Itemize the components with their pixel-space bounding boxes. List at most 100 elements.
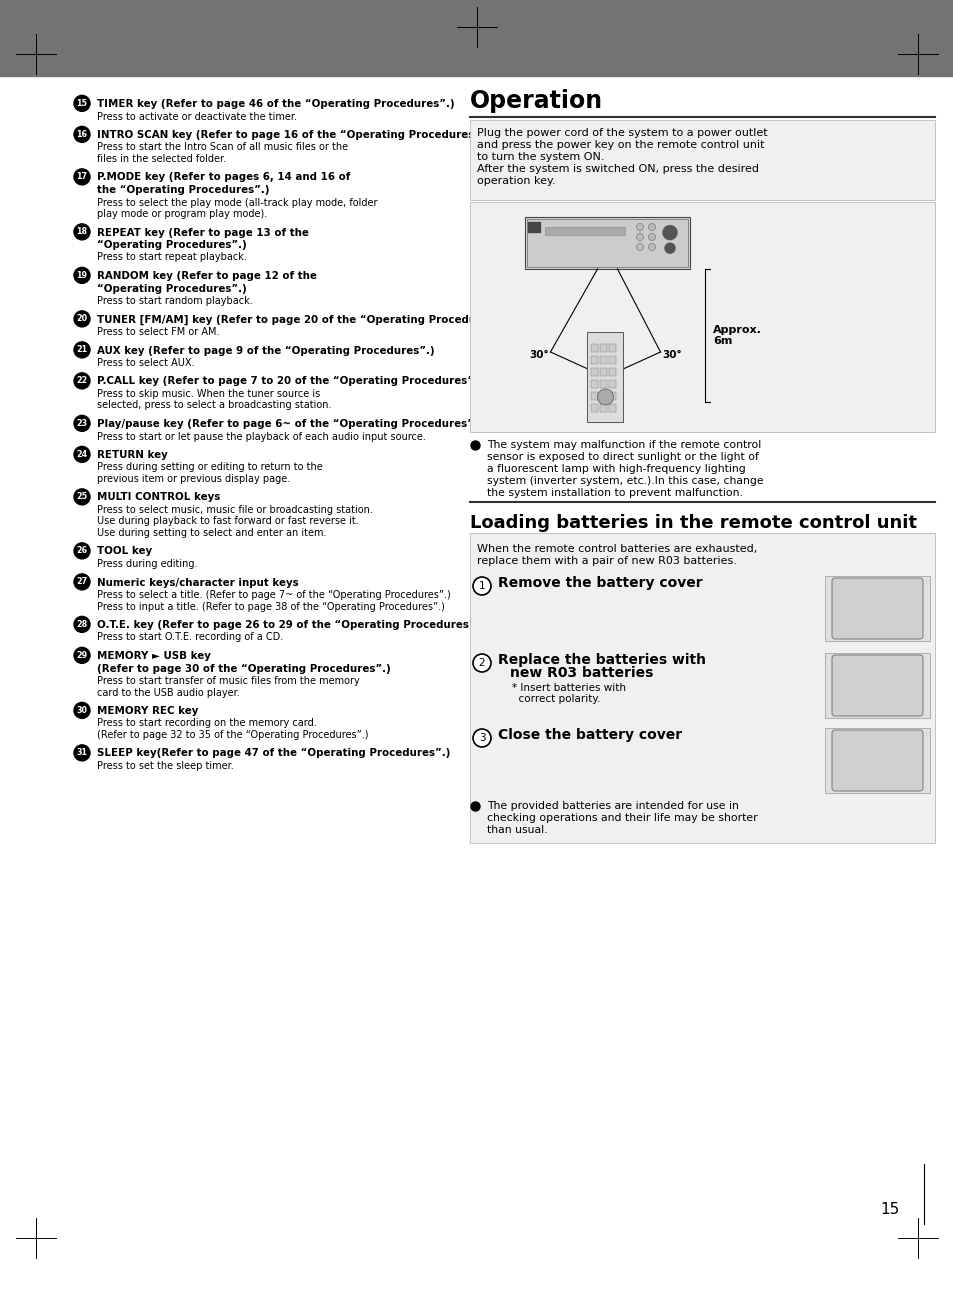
Text: Press to start O.T.E. recording of a CD.: Press to start O.T.E. recording of a CD. [97, 633, 283, 643]
Bar [591, 367, 598, 377]
Text: 2: 2 [478, 659, 485, 668]
Bar [591, 404, 598, 411]
Circle shape [74, 342, 90, 358]
Text: 3: 3 [478, 732, 485, 743]
Bar [599, 392, 607, 400]
Text: Plug the power cord of the system to a power outlet: Plug the power cord of the system to a p… [476, 128, 767, 138]
Text: Play/pause key (Refer to page 6~ of the “Operating Procedures”.): Play/pause key (Refer to page 6~ of the … [97, 419, 482, 430]
Circle shape [74, 373, 90, 389]
Text: Remove the battery cover: Remove the battery cover [497, 576, 702, 590]
Text: P.MODE key (Refer to pages 6, 14 and 16 of: P.MODE key (Refer to pages 6, 14 and 16 … [97, 172, 350, 182]
Text: MEMORY ► USB key: MEMORY ► USB key [97, 651, 211, 661]
Text: sensor is exposed to direct sunlight or the light of: sensor is exposed to direct sunlight or … [486, 452, 758, 462]
Text: P.CALL key (Refer to page 7 to 20 of the “Operating Procedures”.): P.CALL key (Refer to page 7 to 20 of the… [97, 377, 482, 387]
Circle shape [74, 415, 90, 431]
Text: Press to input a title. (Refer to page 38 of the “Operating Procedures”.): Press to input a title. (Refer to page 3… [97, 602, 444, 612]
Text: REPEAT key (Refer to page 13 of the: REPEAT key (Refer to page 13 of the [97, 228, 309, 238]
Bar [609, 404, 616, 411]
Bar [824, 653, 929, 718]
Text: 28: 28 [76, 620, 88, 629]
Text: to turn the system ON.: to turn the system ON. [476, 151, 604, 162]
Circle shape [636, 243, 643, 251]
Text: Press to start repeat playback.: Press to start repeat playback. [97, 252, 247, 263]
Circle shape [648, 224, 655, 230]
Bar [609, 344, 616, 352]
Circle shape [648, 233, 655, 241]
Text: Numeric keys/character input keys: Numeric keys/character input keys [97, 577, 298, 587]
Text: operation key.: operation key. [476, 176, 555, 186]
Text: Press to select the play mode (all-track play mode, folder: Press to select the play mode (all-track… [97, 198, 377, 207]
Text: system (inverter system, etc.).In this case, change: system (inverter system, etc.).In this c… [486, 476, 762, 487]
Text: TOOL key: TOOL key [97, 546, 152, 556]
Text: * Insert batteries with: * Insert batteries with [512, 683, 625, 694]
Text: Press to start or let pause the playback of each audio input source.: Press to start or let pause the playback… [97, 431, 425, 441]
Text: O.T.E. key (Refer to page 26 to 29 of the “Operating Procedures”.): O.T.E. key (Refer to page 26 to 29 of th… [97, 620, 484, 630]
Text: INTRO SCAN key (Refer to page 16 of the “Operating Procedures”.): INTRO SCAN key (Refer to page 16 of the … [97, 129, 489, 140]
Text: Close the battery cover: Close the battery cover [497, 729, 681, 741]
Text: RANDOM key (Refer to page 12 of the: RANDOM key (Refer to page 12 of the [97, 270, 316, 281]
Circle shape [74, 489, 90, 505]
Text: Operation: Operation [470, 89, 602, 113]
Circle shape [473, 577, 491, 595]
Text: Press to select AUX.: Press to select AUX. [97, 358, 194, 367]
Bar [599, 404, 607, 411]
Text: Press during editing.: Press during editing. [97, 559, 197, 569]
Bar [544, 226, 624, 236]
Text: 30°: 30° [661, 349, 681, 360]
Bar [0, 0, 953, 76]
Bar [591, 380, 598, 388]
Text: Press to select music, music file or broadcasting station.: Press to select music, music file or bro… [97, 505, 373, 515]
Bar [591, 392, 598, 400]
Bar [599, 344, 607, 352]
Text: Press to start transfer of music files from the memory: Press to start transfer of music files f… [97, 675, 359, 686]
Text: previous item or previous display page.: previous item or previous display page. [97, 474, 290, 484]
Circle shape [473, 729, 491, 747]
Bar [470, 120, 934, 201]
Text: Replace the batteries with: Replace the batteries with [497, 653, 705, 666]
Text: RETURN key: RETURN key [97, 450, 168, 459]
Text: 16: 16 [76, 129, 88, 138]
Text: Press to skip music. When the tuner source is: Press to skip music. When the tuner sour… [97, 389, 320, 399]
Circle shape [74, 703, 90, 718]
Text: play mode or program play mode).: play mode or program play mode). [97, 210, 267, 219]
Bar [591, 356, 598, 364]
Text: 18: 18 [76, 228, 88, 237]
Circle shape [471, 802, 479, 811]
Text: 15: 15 [76, 98, 88, 107]
Circle shape [471, 441, 479, 450]
Text: 30°: 30° [528, 349, 548, 360]
Text: 17: 17 [76, 172, 88, 181]
Circle shape [74, 543, 90, 559]
Text: and press the power key on the remote control unit: and press the power key on the remote co… [476, 140, 763, 150]
Circle shape [636, 233, 643, 241]
Text: TIMER key (Refer to page 46 of the “Operating Procedures”.): TIMER key (Refer to page 46 of the “Oper… [97, 100, 455, 109]
Bar [609, 356, 616, 364]
Text: Press to activate or deactivate the timer.: Press to activate or deactivate the time… [97, 111, 296, 122]
Text: Approx.
6m: Approx. 6m [712, 325, 761, 347]
Circle shape [662, 225, 677, 239]
Circle shape [597, 389, 613, 405]
Text: 29: 29 [76, 651, 88, 660]
Circle shape [74, 573, 90, 590]
Circle shape [473, 653, 491, 672]
Bar [470, 202, 934, 432]
Text: TUNER [FM/AM] key (Refer to page 20 of the “Operating Procedures”.): TUNER [FM/AM] key (Refer to page 20 of t… [97, 314, 509, 325]
Circle shape [648, 243, 655, 251]
Text: 30: 30 [76, 705, 88, 714]
Bar [526, 219, 687, 267]
Text: 19: 19 [76, 270, 88, 280]
Text: MULTI CONTROL keys: MULTI CONTROL keys [97, 493, 220, 502]
Circle shape [664, 243, 675, 254]
Text: 1: 1 [478, 581, 485, 591]
Bar [609, 392, 616, 400]
Text: 31: 31 [76, 748, 88, 757]
Text: the system installation to prevent malfunction.: the system installation to prevent malfu… [486, 488, 742, 498]
Bar [527, 223, 539, 232]
Bar [609, 380, 616, 388]
Circle shape [74, 616, 90, 633]
Text: 21: 21 [76, 345, 88, 355]
Text: The system may malfunction if the remote control: The system may malfunction if the remote… [486, 440, 760, 450]
Bar [591, 344, 598, 352]
Text: 20: 20 [76, 314, 88, 324]
Text: Press to start random playback.: Press to start random playback. [97, 296, 253, 305]
